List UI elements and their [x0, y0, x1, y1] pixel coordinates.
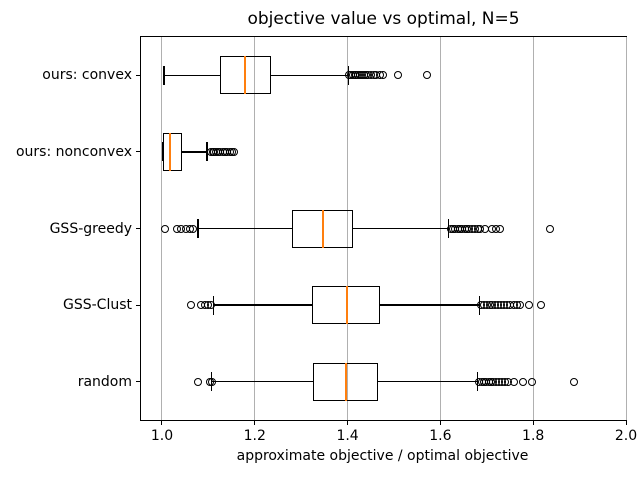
- whisker-low-cap: [197, 219, 199, 238]
- x-tick-label: 1.6: [429, 428, 452, 444]
- flier-point: [208, 377, 217, 386]
- whisker-low-cap: [161, 142, 164, 162]
- flier-point: [519, 377, 528, 386]
- boxplot-box: [162, 132, 182, 171]
- whisker-low-line: [198, 227, 293, 230]
- whisker-low-line: [213, 304, 313, 306]
- flier-point: [537, 301, 546, 310]
- x-tick-label: 1.0: [150, 428, 174, 444]
- flier-point: [525, 301, 534, 310]
- x-tick-label: 1.2: [243, 428, 266, 444]
- x-tick-mark: [254, 421, 256, 425]
- y-tick-label: GSS-greedy: [49, 220, 132, 237]
- y-tick-label: GSS-Clust: [63, 297, 132, 314]
- x-tick-label: 1.4: [336, 428, 359, 444]
- flier-point: [546, 224, 555, 233]
- flier-point: [188, 224, 197, 233]
- whisker-high-line: [353, 227, 449, 230]
- flier-point: [186, 301, 195, 310]
- x-tick-mark: [625, 421, 627, 425]
- y-tick-mark: [136, 381, 140, 383]
- median-line: [346, 286, 349, 325]
- whisker-high-line: [379, 304, 480, 306]
- y-tick-mark: [136, 228, 140, 229]
- flier-point: [194, 377, 203, 386]
- gridline: [625, 37, 627, 420]
- flier-point: [495, 224, 504, 233]
- flier-point: [527, 377, 536, 386]
- y-tick-mark: [136, 151, 140, 153]
- whisker-low-cap: [163, 65, 165, 85]
- flier-point: [160, 224, 169, 233]
- y-tick-label: ours: convex: [42, 67, 132, 84]
- median-line: [345, 362, 348, 401]
- flier-point: [569, 377, 578, 386]
- gridline: [347, 37, 349, 420]
- y-tick-label: ours: nonconvex: [15, 143, 132, 160]
- flier-point: [230, 147, 239, 156]
- boxplot-box: [312, 286, 380, 325]
- flier-point: [509, 377, 518, 386]
- chart-title: objective value vs optimal, N=5: [247, 9, 520, 29]
- x-tick-mark: [532, 421, 534, 425]
- x-tick-label: 1.8: [522, 428, 545, 444]
- flier-point: [379, 71, 388, 80]
- flier-point: [207, 301, 216, 310]
- y-tick-mark: [136, 304, 140, 306]
- y-tick-mark: [136, 74, 140, 76]
- whisker-high-line: [378, 380, 478, 383]
- x-tick-mark: [439, 421, 441, 425]
- flier-point: [393, 71, 402, 80]
- median-line: [322, 209, 325, 248]
- y-tick-label: random: [77, 373, 132, 390]
- whisker-low-line: [211, 380, 314, 383]
- median-line: [168, 132, 171, 171]
- x-tick-mark: [161, 421, 163, 425]
- plot-area: 1.0 1.2 1.4 1.6 1.8 2.0 ours: convex ours: nonc…: [16, 36, 637, 444]
- gridline: [532, 37, 534, 420]
- whisker-low-line: [163, 74, 220, 77]
- x-tick-label: 2.0: [614, 428, 638, 444]
- x-axis-label: approximate objective / optimal objectiv…: [236, 448, 529, 464]
- x-tick-mark: [347, 421, 349, 425]
- whisker-high-line: [181, 151, 207, 153]
- flier-point: [516, 301, 525, 310]
- whisker-high-line: [270, 74, 349, 77]
- flier-point: [423, 71, 432, 80]
- median-line: [244, 56, 247, 95]
